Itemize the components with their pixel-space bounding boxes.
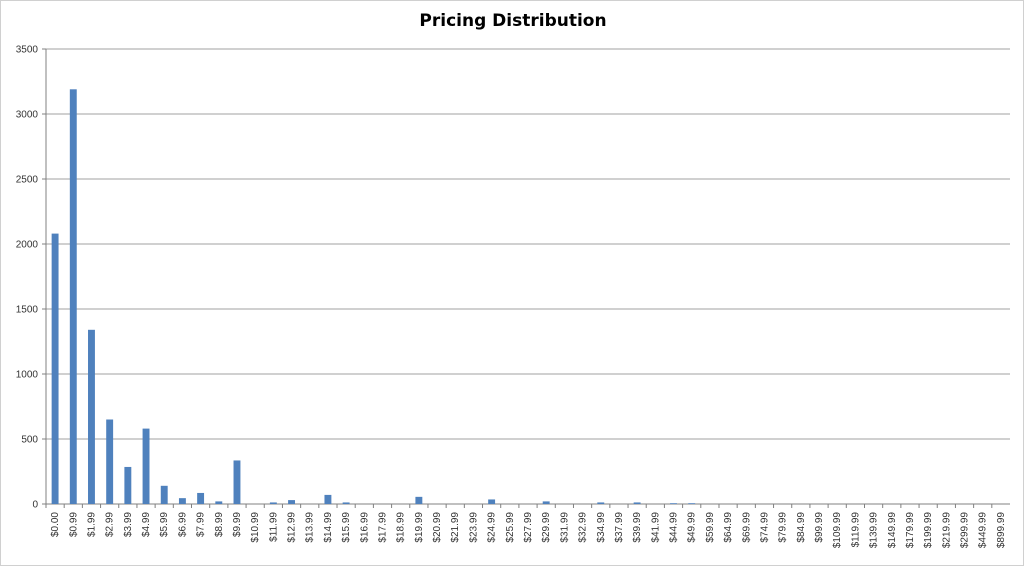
x-tick-label: $25.99 xyxy=(505,512,516,543)
x-tick-labels: $0.00 $0.99 $1.99 $2.99 $3.99 $4.99 $5.99 $6.99… xyxy=(50,512,1007,549)
x-tick-label: $16.99 xyxy=(359,512,370,543)
y-tick-label: 2500 xyxy=(16,175,39,186)
y-tick-label: 0 xyxy=(32,500,38,511)
x-tick-label: $0.00 xyxy=(50,512,61,537)
axes xyxy=(42,48,1010,508)
x-tick-label: $139.99 xyxy=(869,512,880,549)
bar xyxy=(142,428,150,504)
x-tick-label: $1.99 xyxy=(86,512,97,537)
y-tick-label: 1000 xyxy=(16,370,39,381)
bar xyxy=(670,503,677,504)
y-tick-labels: 0 500 1000 1500 2000 2500 3000 3500 xyxy=(16,45,39,511)
x-tick-label: $24.99 xyxy=(487,512,498,543)
bar xyxy=(160,485,168,504)
bar xyxy=(288,500,296,504)
x-tick-label: $44.99 xyxy=(669,512,680,543)
x-tick-label: $8.99 xyxy=(214,512,225,537)
x-tick-label: $13.99 xyxy=(305,512,316,543)
x-tick-label: $10.99 xyxy=(250,512,261,543)
x-tick-label: $199.99 xyxy=(923,512,934,549)
bar xyxy=(69,89,77,505)
x-tick-label: $179.99 xyxy=(905,512,916,549)
x-tick-label: $9.99 xyxy=(232,512,243,537)
x-tick-label: $74.99 xyxy=(759,512,770,543)
x-tick-label: $14.99 xyxy=(323,512,334,543)
bar xyxy=(488,499,496,504)
x-tick-label: $19.99 xyxy=(414,512,425,543)
x-tick-label: $79.99 xyxy=(778,512,789,543)
x-tick-label: $84.99 xyxy=(796,512,807,543)
x-tick-label: $99.99 xyxy=(814,512,825,543)
x-tick-label: $15.99 xyxy=(341,512,352,543)
x-tick-label: $449.99 xyxy=(978,512,989,549)
bar xyxy=(269,502,277,504)
bar xyxy=(51,233,59,504)
x-tick-label: $17.99 xyxy=(377,512,388,543)
x-tick-label: $59.99 xyxy=(705,512,716,543)
bar xyxy=(233,460,241,504)
bar xyxy=(197,492,205,504)
bar xyxy=(597,502,605,504)
x-tick-label: $39.99 xyxy=(632,512,643,543)
x-tick-label: $34.99 xyxy=(596,512,607,543)
x-tick-label: $12.99 xyxy=(287,512,298,543)
bar xyxy=(542,501,550,504)
bar xyxy=(324,494,332,504)
x-tick-label: $219.99 xyxy=(941,512,952,549)
x-tick-label: $5.99 xyxy=(159,512,170,537)
x-tick-label: $2.99 xyxy=(105,512,116,537)
bars xyxy=(51,89,696,505)
bar xyxy=(415,496,423,504)
y-tick-label: 3000 xyxy=(16,110,39,121)
x-tick-label: $149.99 xyxy=(887,512,898,549)
bar xyxy=(106,419,114,504)
x-tick-label: $29.99 xyxy=(541,512,552,543)
x-tick-label: $32.99 xyxy=(578,512,589,543)
bar xyxy=(124,466,132,504)
bar xyxy=(88,329,95,504)
x-tick-label: $37.99 xyxy=(614,512,625,543)
x-tick-label: $3.99 xyxy=(123,512,134,537)
x-tick-label: $18.99 xyxy=(396,512,407,543)
x-tick-label: $0.99 xyxy=(68,512,79,537)
x-tick-label: $109.99 xyxy=(832,512,843,549)
y-tick-label: 3500 xyxy=(16,45,39,56)
x-tick-label: $23.99 xyxy=(468,512,479,543)
x-tick-label: $41.99 xyxy=(650,512,661,543)
x-tick-label: $299.99 xyxy=(960,512,971,549)
y-tick-label: 500 xyxy=(21,435,38,446)
bar xyxy=(342,502,350,504)
x-tick-label: $7.99 xyxy=(196,512,207,537)
y-tick-label: 1500 xyxy=(16,305,39,316)
x-tick-label: $4.99 xyxy=(141,512,152,537)
x-tick-label: $27.99 xyxy=(523,512,534,543)
x-tick-label: $119.99 xyxy=(850,512,861,548)
chart-title: Pricing Distribution xyxy=(419,11,607,31)
bar xyxy=(215,501,223,504)
x-tick-label: $49.99 xyxy=(687,512,698,543)
bar xyxy=(633,502,641,504)
gridlines xyxy=(46,48,1010,440)
x-tick-label: $64.99 xyxy=(723,512,734,543)
x-tick-label: $21.99 xyxy=(450,512,461,543)
bar xyxy=(178,498,186,504)
x-tick-label: $20.99 xyxy=(432,512,443,543)
bar xyxy=(688,503,696,504)
x-tick-label: $69.99 xyxy=(741,512,752,543)
y-tick-label: 2000 xyxy=(16,240,39,251)
x-tick-label: $31.99 xyxy=(559,512,570,543)
x-tick-label: $6.99 xyxy=(177,512,188,537)
x-tick-label: $11.99 xyxy=(268,512,279,542)
x-tick-label: $899.99 xyxy=(996,512,1007,549)
